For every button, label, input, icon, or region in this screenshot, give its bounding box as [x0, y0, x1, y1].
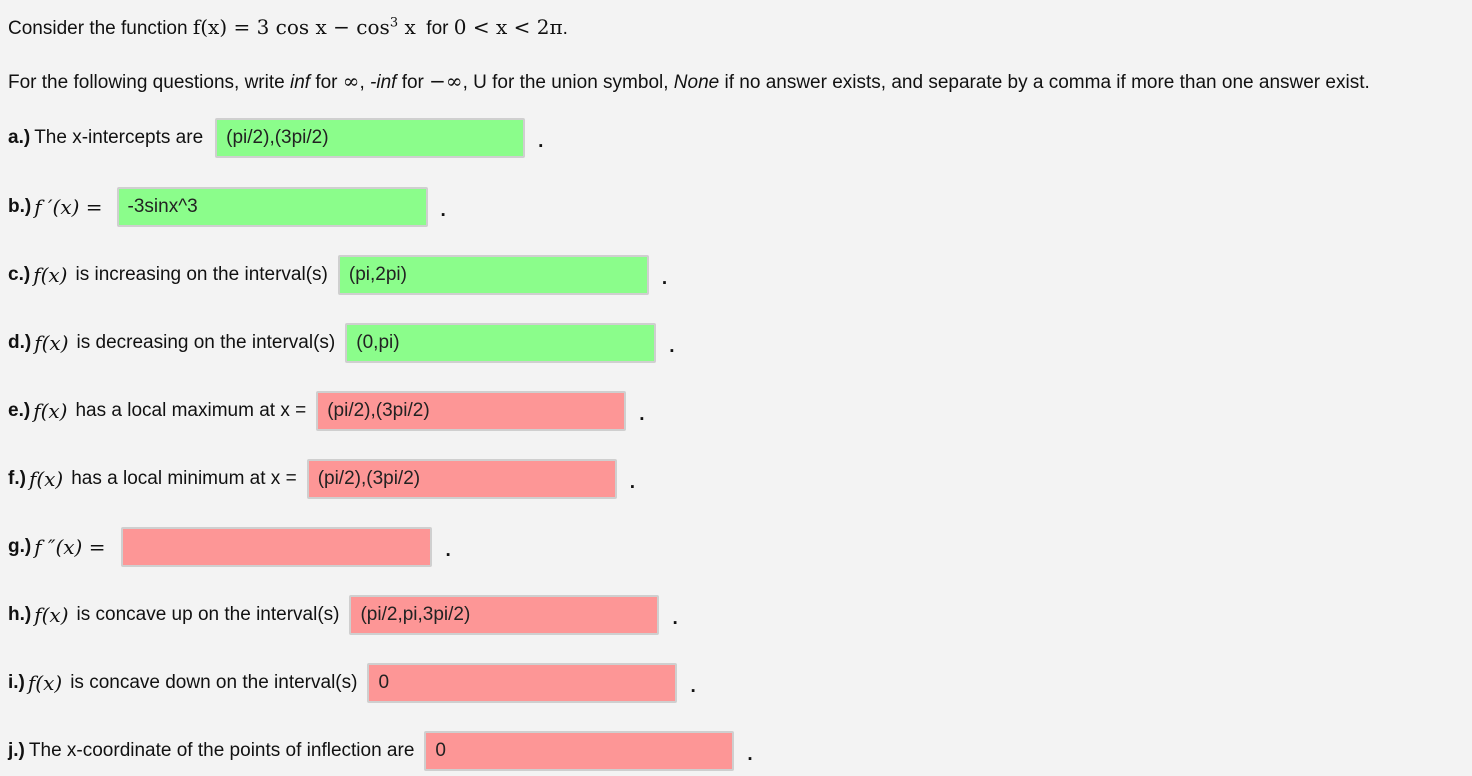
- terminal-dot: .: [445, 540, 451, 561]
- function-tail: x: [398, 15, 416, 39]
- question-math: f(x): [28, 467, 64, 491]
- instructions-part4: for: [396, 72, 430, 93]
- question-label: b.): [8, 196, 32, 217]
- question-d: d.) f(x) is decreasing on the interval(s…: [8, 322, 675, 364]
- answer-field-h[interactable]: [349, 595, 660, 635]
- question-label: a.): [8, 127, 31, 148]
- instructions-part3: ,: [359, 72, 371, 93]
- question-f: f.) f(x) has a local minimum at x = .: [8, 458, 635, 500]
- answer-field-e[interactable]: [316, 391, 627, 431]
- question-c: c.) f(x) is increasing on the interval(s…: [8, 254, 667, 296]
- terminal-dot: .: [672, 608, 678, 629]
- question-h: h.) f(x) is concave up on the interval(s…: [8, 594, 678, 636]
- terminal-dot: .: [440, 200, 446, 221]
- question-e: e.) f(x) has a local maximum at x = .: [8, 390, 645, 432]
- question-label: d.): [8, 332, 32, 353]
- function-definition: f(x) = 3 cos x − cos3 x: [193, 15, 416, 39]
- terminal-dot: .: [669, 336, 675, 357]
- terminal-dot: .: [538, 131, 544, 152]
- question-g: g.) f ″(x) = .: [8, 526, 451, 568]
- domain-word: for: [426, 18, 449, 39]
- terminal-dot: .: [629, 472, 635, 493]
- terminal-dot: .: [747, 744, 753, 765]
- terminal-dot: .: [639, 404, 645, 425]
- answer-field-f[interactable]: [306, 459, 617, 499]
- negative-infinity-symbol: −∞: [429, 69, 463, 93]
- question-text: has a local maximum at x =: [75, 400, 307, 421]
- question-text: is decreasing on the interval(s): [76, 332, 336, 353]
- question-text: is increasing on the interval(s): [75, 264, 328, 285]
- question-math: f ′(x) =: [34, 195, 103, 219]
- infinity-symbol: ∞: [342, 69, 360, 93]
- question-math: f(x): [33, 399, 68, 423]
- question-b: b.) f ′(x) = .: [8, 186, 446, 228]
- function-cube: 3: [389, 15, 399, 31]
- question-text: has a local minimum at x =: [71, 468, 297, 489]
- question-text: The x-intercepts are: [34, 127, 204, 148]
- domain-math: 0 < x < 2π: [453, 15, 563, 39]
- question-math: f(x): [33, 263, 68, 287]
- question-j: j.) The x-coordinate of the points of in…: [8, 730, 753, 772]
- instructions: For the following questions, write inf f…: [8, 66, 1370, 98]
- instructions-none: None: [673, 72, 720, 93]
- instructions-part5: , U for the union symbol,: [462, 72, 674, 93]
- question-label: e.): [8, 400, 31, 421]
- question-text: is concave up on the interval(s): [76, 604, 340, 625]
- question-i: i.) f(x) is concave down on the interval…: [8, 662, 696, 704]
- question-label: c.): [8, 264, 31, 285]
- question-label: g.): [8, 536, 32, 557]
- question-text: The x-coordinate of the points of inflec…: [28, 740, 415, 761]
- answer-field-a[interactable]: [215, 118, 526, 158]
- question-label: f.): [8, 468, 26, 489]
- question-text: is concave down on the interval(s): [70, 672, 358, 693]
- instructions-part6: if no answer exists, and separate by a c…: [719, 72, 1370, 93]
- intro-prefix: Consider the function: [8, 18, 188, 39]
- question-math: f(x): [34, 331, 69, 355]
- question-label: h.): [8, 604, 32, 625]
- question-label: j.): [8, 740, 25, 761]
- answer-field-c[interactable]: [337, 255, 649, 295]
- question-math: f(x): [34, 603, 69, 627]
- terminal-dot: .: [661, 268, 668, 289]
- question-a: a.) The x-intercepts are .: [8, 117, 543, 159]
- answer-field-b[interactable]: [116, 187, 428, 227]
- question-label: i.): [8, 672, 25, 693]
- instructions-neg-inf: -inf: [370, 72, 397, 93]
- instructions-inf: inf: [289, 72, 311, 93]
- answer-field-i[interactable]: [367, 663, 678, 703]
- question-math: f ″(x) =: [34, 535, 106, 559]
- answer-field-j[interactable]: [424, 731, 735, 771]
- question-math: f(x): [27, 671, 63, 695]
- problem-statement: Consider the function f(x) = 3 cos x − c…: [8, 12, 568, 44]
- answer-field-d[interactable]: [345, 323, 657, 363]
- intro-period: .: [562, 18, 568, 39]
- terminal-dot: .: [690, 676, 696, 697]
- instructions-part1: For the following questions, write: [8, 72, 290, 93]
- instructions-part2: for: [310, 72, 343, 93]
- answer-field-g[interactable]: [121, 527, 433, 567]
- function-math: f(x) = 3 cos x − cos: [192, 15, 390, 39]
